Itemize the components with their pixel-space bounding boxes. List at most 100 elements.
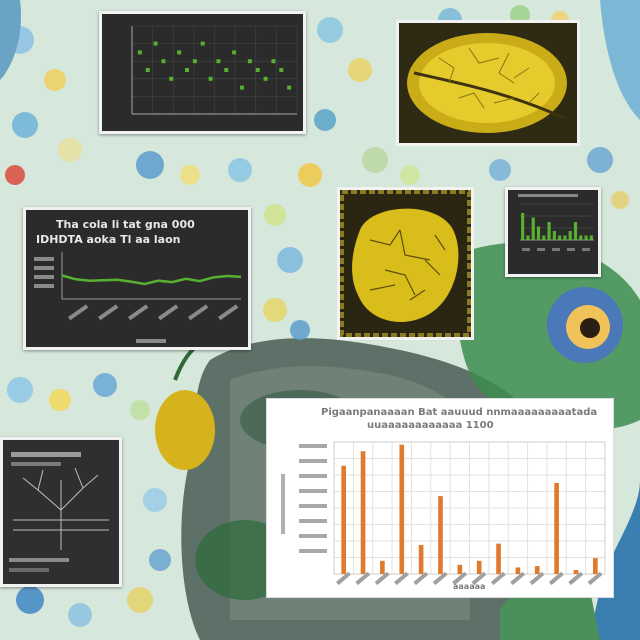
bar	[476, 560, 482, 574]
x-tick-label	[188, 304, 209, 321]
scatter-point	[153, 41, 158, 46]
scatter-point	[216, 59, 221, 64]
tree-diagram	[3, 440, 119, 584]
x-tick-label	[537, 248, 545, 251]
bar	[563, 235, 567, 240]
scatter-point	[287, 85, 292, 90]
scatter-point	[255, 68, 260, 72]
x-tick-label	[68, 304, 89, 321]
x-tick-label	[218, 304, 239, 321]
bar	[399, 444, 405, 574]
y-axis-label	[281, 474, 285, 534]
y-tick-label	[299, 444, 327, 448]
y-tick-label	[299, 504, 327, 508]
tentacle-icon	[0, 0, 21, 80]
x-tick-label	[355, 571, 371, 586]
x-tick-label	[374, 571, 390, 586]
small-bar-chart-panel	[505, 187, 601, 277]
bar	[554, 482, 559, 574]
bar	[496, 543, 501, 574]
bar	[584, 235, 588, 240]
bar	[360, 451, 366, 574]
bar	[573, 222, 578, 240]
bar	[526, 235, 530, 240]
y-tick-label	[299, 489, 327, 493]
scatter-chart	[131, 25, 298, 115]
bar	[380, 560, 385, 574]
fish-icon	[600, 0, 640, 120]
x-tick-label	[568, 571, 584, 586]
x-tick-label	[413, 571, 429, 586]
scatter-point	[137, 50, 142, 55]
bar	[438, 496, 443, 574]
series-line	[61, 274, 242, 286]
main-bar-chart	[281, 441, 606, 586]
x-tick-label	[587, 571, 603, 586]
x-tick-label	[552, 248, 560, 251]
x-tick-label	[548, 571, 564, 586]
bar	[552, 231, 556, 240]
x-tick-label	[432, 571, 448, 586]
x-tick-label	[336, 571, 351, 586]
bar	[531, 217, 535, 240]
scatter-point	[200, 41, 205, 46]
x-tick-label	[522, 248, 530, 251]
scatter-point	[169, 76, 174, 81]
y-tick-label	[299, 534, 327, 538]
x-tick-label	[529, 571, 545, 586]
bar	[457, 564, 463, 574]
bar	[579, 235, 583, 240]
scatter-point	[208, 76, 213, 81]
bar	[568, 231, 572, 240]
leaf-cell-image	[399, 23, 577, 143]
main-bar-chart-xlabel: aaaaaa	[453, 582, 486, 591]
cell-image	[340, 190, 471, 337]
bar	[521, 213, 525, 240]
bar	[589, 235, 593, 240]
bar	[542, 235, 546, 240]
y-tick-label	[34, 284, 54, 288]
line-chart-title: Tha cola li tat gna 000	[56, 218, 195, 231]
leaf-icon	[155, 390, 215, 470]
y-tick-label	[34, 275, 54, 279]
bar	[536, 226, 541, 240]
bar	[558, 235, 562, 240]
y-tick-label	[299, 459, 327, 463]
bar	[592, 558, 598, 574]
small-bar-chart	[518, 194, 594, 251]
main-bar-chart-title: Pigaanpanaaaan Bat aauuud nnmaaaaaaaaata…	[321, 407, 598, 418]
scatter-point	[240, 85, 244, 90]
scatter-point	[161, 59, 166, 64]
y-tick-label	[299, 474, 327, 478]
y-tick-label	[34, 257, 54, 261]
main-bar-chart-subtitle: uuaaaaaaaaaaaa 1100	[367, 420, 494, 431]
scatter-point	[232, 50, 237, 55]
x-axis-label	[136, 339, 166, 343]
line-chart-panel: Tha cola li tat gna 000 IDHDTA aoka Tl a…	[23, 207, 251, 350]
scatter-point	[192, 59, 197, 64]
x-tick-label	[471, 571, 487, 586]
cell-image-panel	[337, 187, 474, 340]
x-tick-label	[128, 304, 149, 321]
x-tick-label	[490, 571, 506, 586]
x-tick-label	[98, 304, 119, 321]
bar	[341, 465, 347, 574]
bar	[547, 222, 551, 240]
scatter-point	[224, 68, 229, 72]
y-tick-label	[299, 549, 327, 553]
x-tick-label	[158, 304, 179, 321]
scatter-point	[177, 50, 182, 55]
x-tick-label	[567, 248, 575, 251]
x-tick-label	[582, 248, 590, 251]
scatter-point	[145, 68, 150, 72]
line-chart-subtitle: IDHDTA aoka Tl aa laon	[36, 233, 181, 246]
scatter-point	[271, 59, 276, 64]
main-bar-chart-panel: Pigaanpanaaaan Bat aauuud nnmaaaaaaaaata…	[266, 398, 614, 598]
leaf-image-panel	[396, 20, 580, 146]
scatter-chart-panel	[99, 11, 306, 134]
x-tick-label	[394, 571, 409, 586]
y-tick-label	[299, 519, 327, 523]
line-chart	[34, 252, 242, 343]
x-tick-label	[510, 571, 526, 586]
scatter-point	[247, 59, 252, 64]
